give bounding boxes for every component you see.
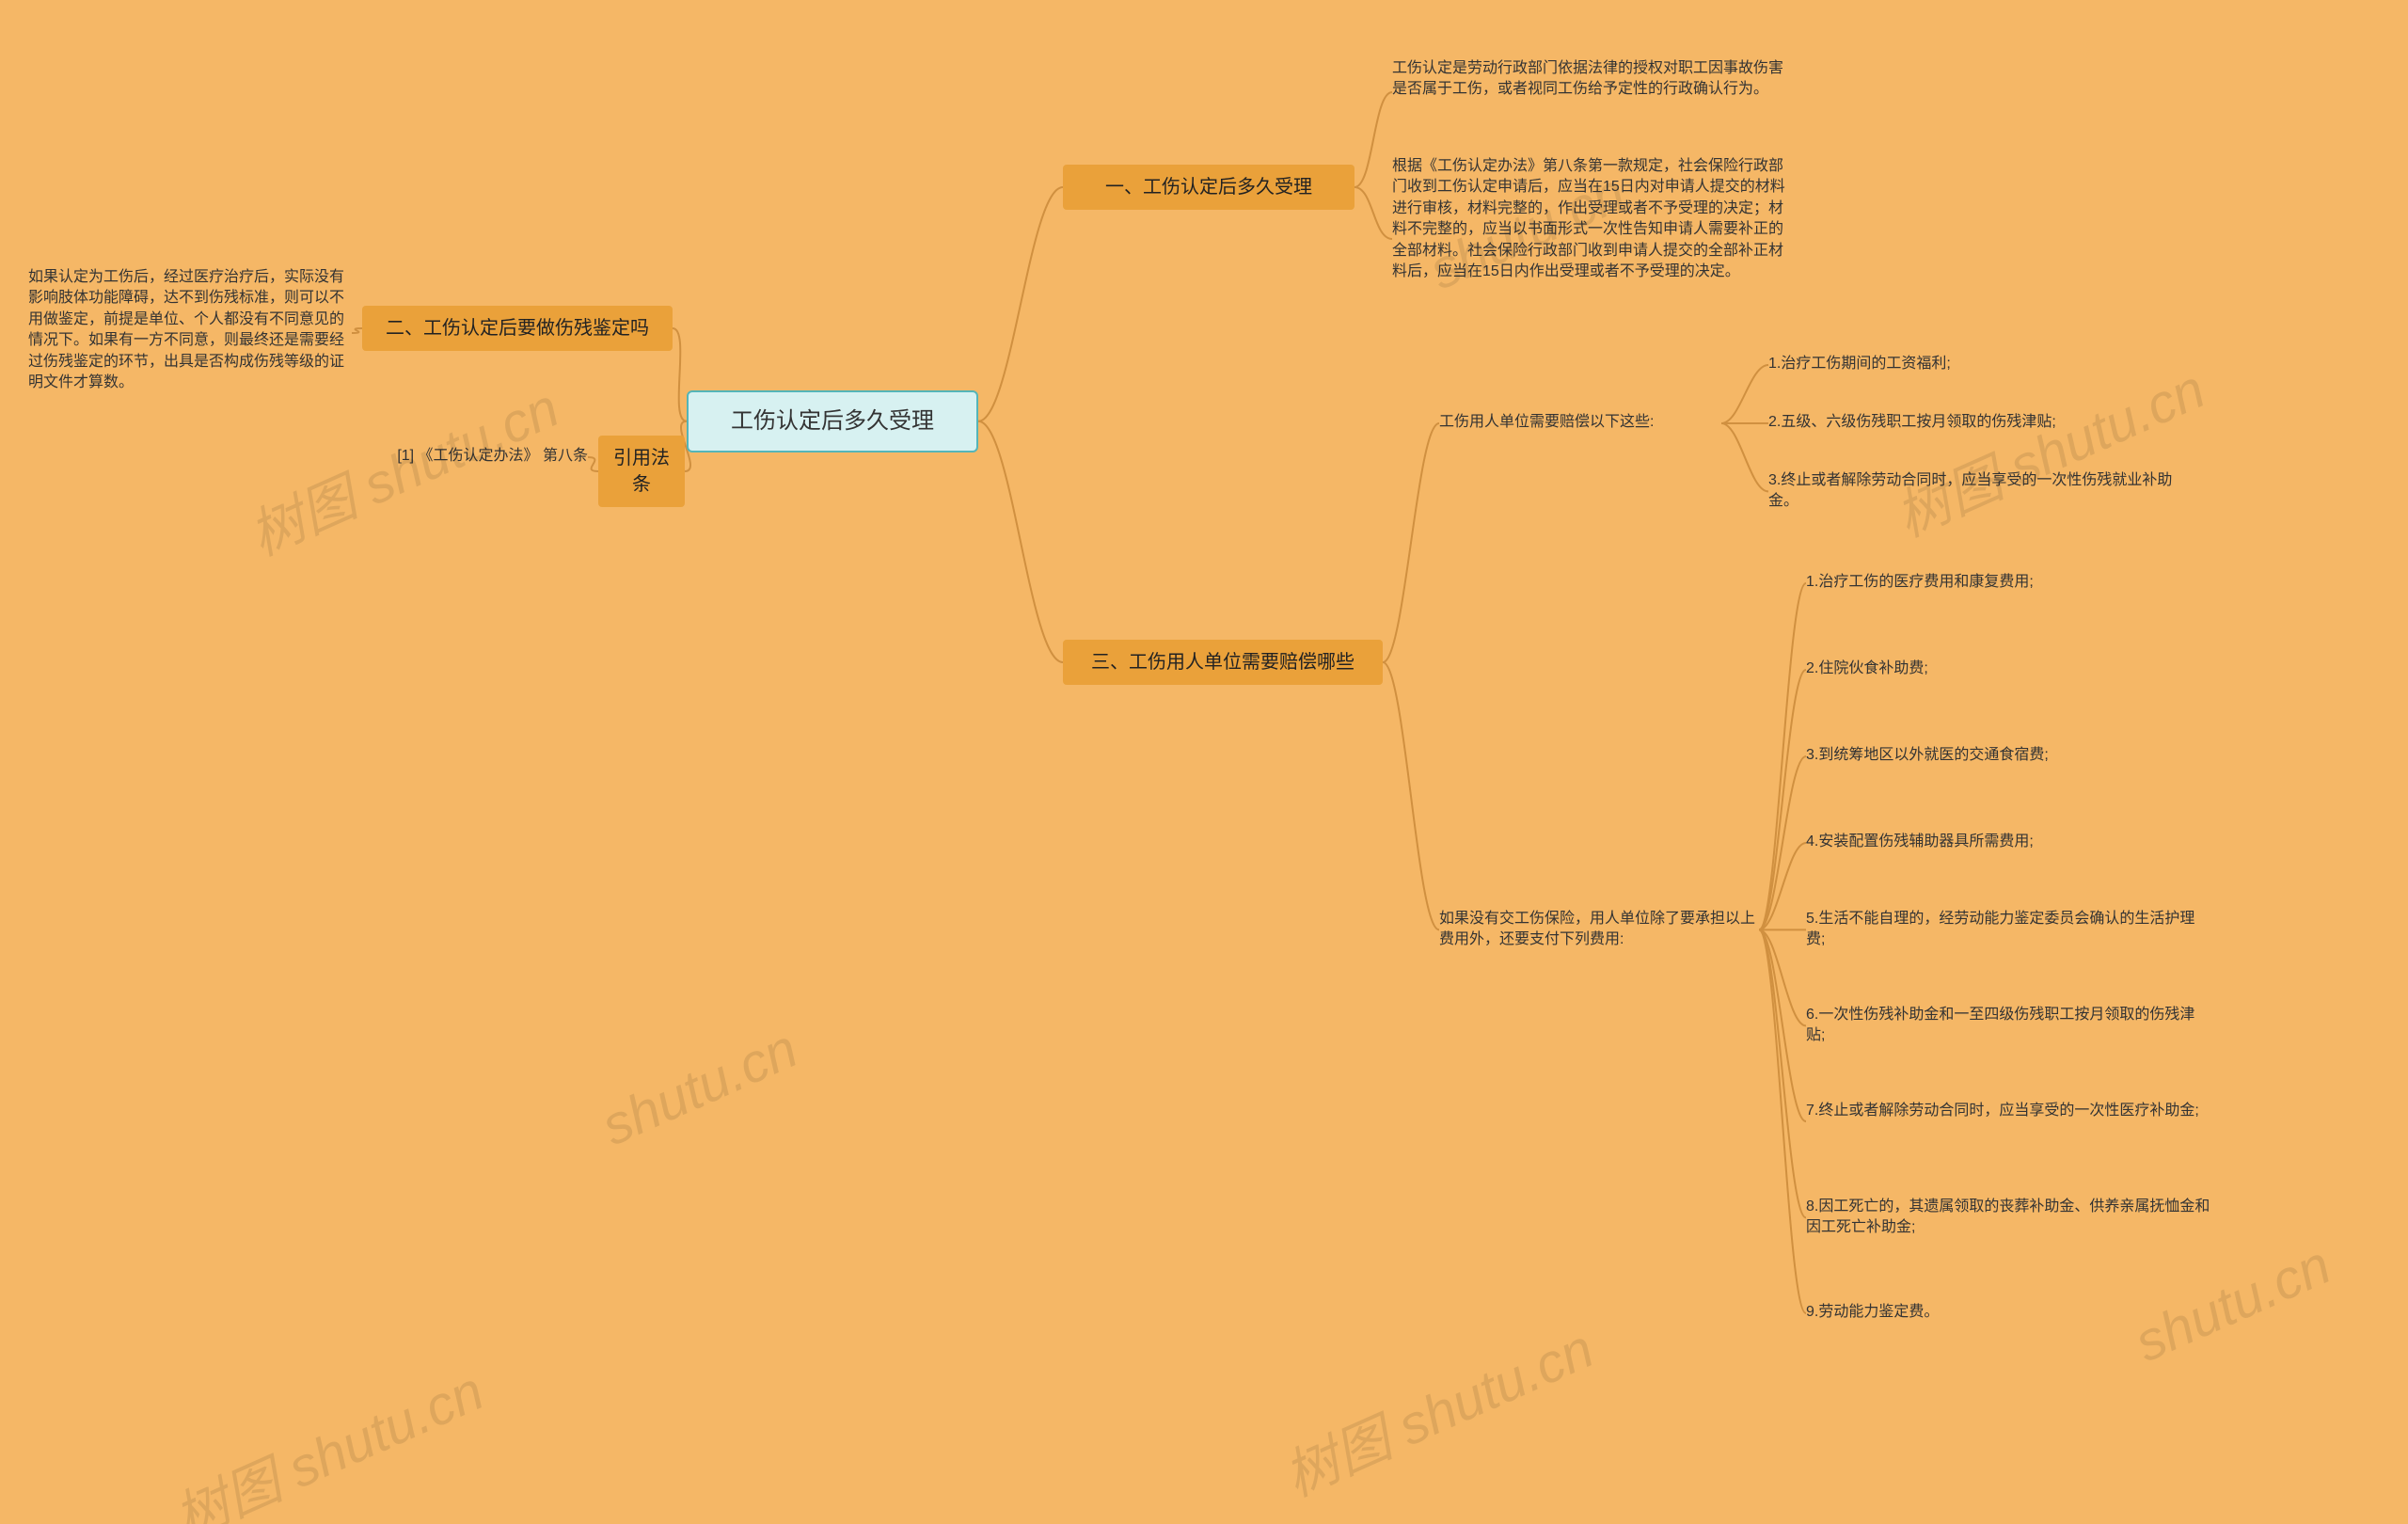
b3b-item-3: 3.到统筹地区以外就医的交通食宿费; [1806, 745, 2201, 768]
edge [673, 328, 687, 421]
b3b-item-2: 2.住院伙食补助费; [1806, 659, 2201, 681]
b2-leaf-1: 如果认定为工伤后，经过医疗治疗后，实际没有影响肢体功能障碍，达不到伤残标准，则可… [28, 267, 352, 399]
branch-1[interactable]: 一、工伤认定后多久受理 [1063, 165, 1354, 210]
edge [1354, 187, 1392, 239]
b3-sub-b: 如果没有交工伤保险，用人单位除了要承担以上费用外，还要支付下列费用: [1439, 909, 1759, 951]
edge [978, 421, 1063, 662]
edge [1759, 929, 1806, 1217]
b3-sub-a: 工伤用人单位需要赔偿以下这些: [1439, 412, 1721, 435]
watermark: 树图 shutu.cn [1881, 345, 2215, 552]
b3b-item-5: 5.生活不能自理的，经劳动能力鉴定委员会确认的生活护理费; [1806, 909, 2210, 951]
edge [352, 328, 362, 333]
edge [1383, 423, 1439, 662]
branch-2[interactable]: 二、工伤认定后要做伤残鉴定吗 [362, 306, 673, 351]
edge [1721, 365, 1768, 423]
edge [1759, 929, 1806, 1121]
b3b-item-1: 1.治疗工伤的医疗费用和康复费用; [1806, 572, 2201, 595]
branch-3[interactable]: 三、工伤用人单位需要赔偿哪些 [1063, 640, 1383, 685]
watermark: shutu.cn [593, 1017, 807, 1158]
edge [588, 457, 598, 471]
edge [1759, 929, 1806, 1025]
b3b-item-6: 6.一次性伤残补助金和一至四级伤残职工按月领取的伤残津贴; [1806, 1005, 2210, 1047]
edge [1354, 92, 1392, 187]
edge [1759, 929, 1806, 1313]
edge [978, 187, 1063, 421]
edge [1759, 583, 1806, 929]
watermark: 树图 shutu.cn [1270, 1305, 1604, 1512]
b3a-item-3: 3.终止或者解除劳动合同时，应当享受的一次性伤残就业补助金。 [1768, 470, 2173, 513]
b3b-item-9: 9.劳动能力鉴定费。 [1806, 1302, 2201, 1325]
root-node[interactable]: 工伤认定后多久受理 [687, 390, 978, 452]
b1-leaf-2: 根据《工伤认定办法》第八条第一款规定，社会保险行政部门收到工伤认定申请后，应当在… [1392, 156, 1797, 322]
branch-4-citation[interactable]: 引用法条 [598, 436, 685, 507]
edge [1383, 662, 1439, 929]
b1-leaf-1: 工伤认定是劳动行政部门依据法律的授权对职工因事故伤害是否属于工伤，或者视同工伤给… [1392, 58, 1797, 126]
edge [1759, 670, 1806, 929]
b3b-item-8: 8.因工死亡的，其遗属领取的丧葬补助金、供养亲属抚恤金和因工死亡补助金; [1806, 1197, 2210, 1239]
edge [1721, 423, 1768, 491]
b3b-item-4: 4.安装配置伤残辅助器具所需费用; [1806, 832, 2201, 854]
b3a-item-1: 1.治疗工伤期间的工资福利; [1768, 354, 2126, 376]
b3b-item-7: 7.终止或者解除劳动合同时，应当享受的一次性医疗补助金; [1806, 1101, 2210, 1142]
b4-leaf-1: [1] 《工伤认定办法》 第八条 [372, 446, 588, 468]
mindmap-canvas: 工伤认定后多久受理 一、工伤认定后多久受理 二、工伤认定后要做伤残鉴定吗 三、工… [0, 0, 2408, 1524]
edge [1759, 756, 1806, 929]
b3a-item-2: 2.五级、六级伤残职工按月领取的伤残津贴; [1768, 412, 2163, 435]
watermark: 树图 shutu.cn [160, 1347, 494, 1524]
edge [1759, 843, 1806, 929]
